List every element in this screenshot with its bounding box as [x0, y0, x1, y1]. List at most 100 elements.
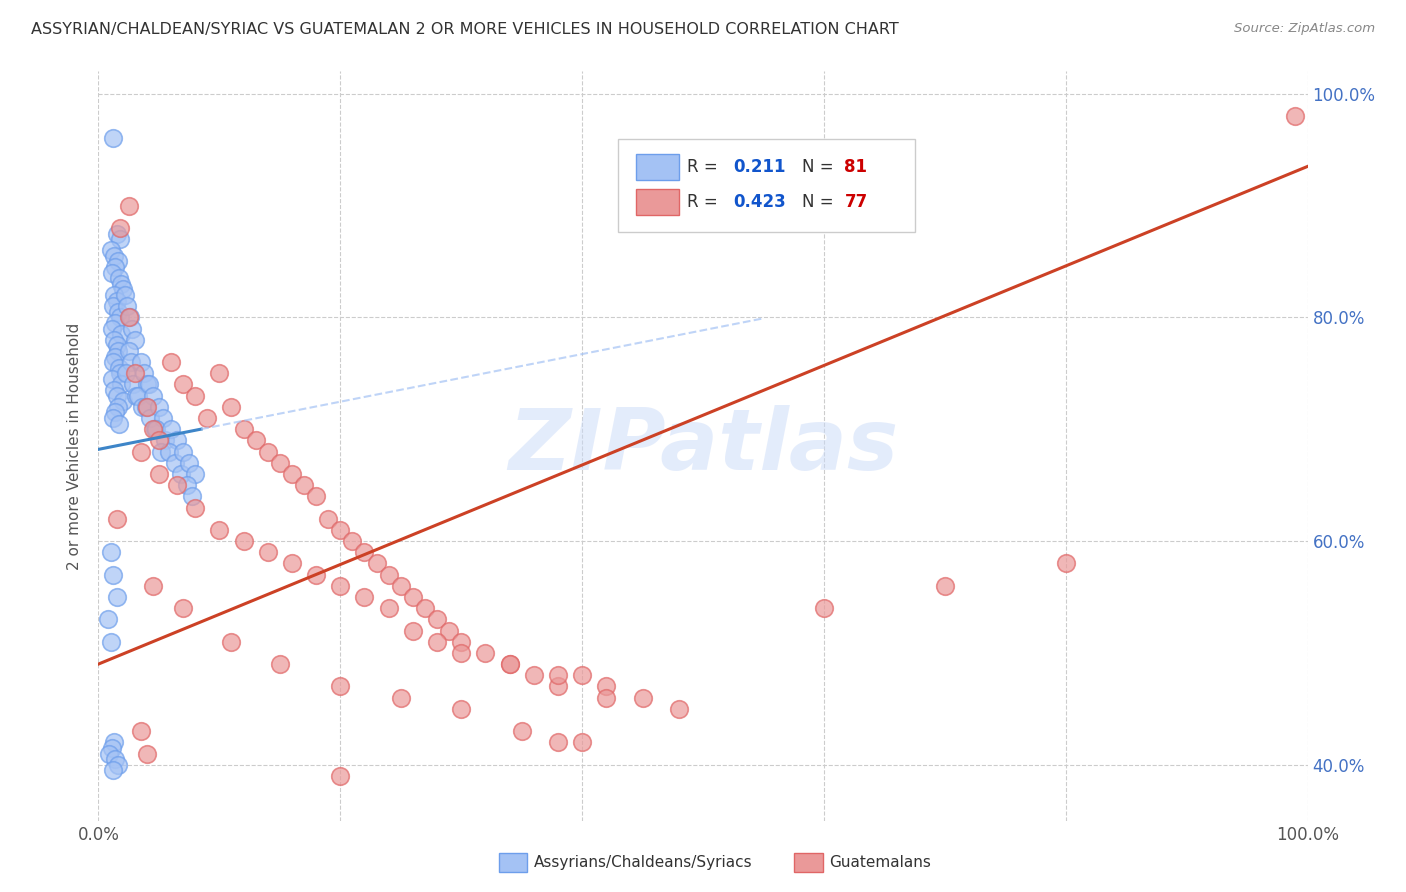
Point	[160, 422, 183, 436]
Point	[389, 690, 412, 705]
Point	[269, 657, 291, 671]
Point	[118, 198, 141, 212]
Point	[135, 400, 157, 414]
Point	[101, 411, 124, 425]
Point	[108, 221, 131, 235]
Point	[101, 299, 124, 313]
Point	[100, 321, 122, 335]
Point	[1284, 109, 1306, 123]
Point	[107, 305, 129, 319]
Point	[103, 333, 125, 347]
Point	[103, 735, 125, 749]
FancyBboxPatch shape	[637, 153, 679, 180]
Point	[232, 422, 254, 436]
Point	[143, 422, 166, 436]
Point	[160, 355, 183, 369]
Point	[127, 389, 149, 403]
Point	[474, 646, 496, 660]
Point	[163, 456, 186, 470]
Point	[153, 434, 176, 448]
Point	[547, 735, 569, 749]
Point	[145, 422, 167, 436]
Point	[176, 478, 198, 492]
Point	[329, 769, 352, 783]
Point	[142, 422, 165, 436]
Point	[108, 360, 131, 375]
Point	[101, 355, 124, 369]
Text: 0.211: 0.211	[734, 158, 786, 177]
Point	[107, 254, 129, 268]
Point	[142, 389, 165, 403]
Point	[256, 444, 278, 458]
Point	[101, 567, 124, 582]
Point	[138, 377, 160, 392]
Point	[129, 355, 152, 369]
Point	[329, 579, 352, 593]
Point	[172, 601, 194, 615]
Point	[108, 310, 131, 325]
Point	[377, 601, 399, 615]
Point	[104, 316, 127, 330]
Point	[1054, 557, 1077, 571]
Point	[100, 634, 122, 648]
Point	[129, 444, 152, 458]
Point	[934, 579, 956, 593]
Point	[124, 367, 146, 381]
Point	[292, 478, 315, 492]
Point	[101, 131, 124, 145]
Point	[107, 343, 129, 358]
Point	[329, 523, 352, 537]
Point	[111, 394, 134, 409]
Point	[139, 411, 162, 425]
Text: Source: ZipAtlas.com: Source: ZipAtlas.com	[1234, 22, 1375, 36]
FancyBboxPatch shape	[619, 139, 915, 233]
Point	[134, 367, 156, 381]
Point	[120, 355, 142, 369]
Point	[104, 350, 127, 364]
Point	[107, 757, 129, 772]
Text: 77: 77	[845, 194, 868, 211]
Point	[402, 590, 425, 604]
Point	[100, 266, 122, 280]
Point	[122, 377, 145, 392]
Point	[135, 377, 157, 392]
Text: ZIPatlas: ZIPatlas	[508, 404, 898, 488]
Point	[118, 310, 141, 325]
Point	[523, 668, 546, 682]
Point	[124, 333, 146, 347]
Point	[108, 417, 131, 431]
Point	[232, 534, 254, 549]
Point	[269, 456, 291, 470]
Point	[104, 752, 127, 766]
Text: ASSYRIAN/CHALDEAN/SYRIAC VS GUATEMALAN 2 OR MORE VEHICLES IN HOUSEHOLD CORRELATI: ASSYRIAN/CHALDEAN/SYRIAC VS GUATEMALAN 2…	[31, 22, 898, 37]
Point	[510, 724, 533, 739]
Point	[152, 411, 174, 425]
Point	[148, 434, 170, 448]
Point	[100, 372, 122, 386]
Point	[281, 467, 304, 481]
Text: 0.423: 0.423	[734, 194, 786, 211]
Point	[105, 511, 128, 525]
Point	[97, 612, 120, 626]
Point	[157, 444, 180, 458]
Point	[668, 702, 690, 716]
Point	[98, 747, 121, 761]
Point	[413, 601, 436, 615]
Point	[221, 400, 243, 414]
Point	[305, 489, 328, 503]
Point	[105, 293, 128, 308]
Point	[100, 741, 122, 756]
Y-axis label: 2 or more Vehicles in Household: 2 or more Vehicles in Household	[67, 322, 83, 570]
Point	[547, 668, 569, 682]
Point	[103, 288, 125, 302]
Point	[101, 764, 124, 778]
Point	[195, 411, 218, 425]
Point	[571, 668, 593, 682]
Text: R =: R =	[688, 158, 723, 177]
Point	[148, 467, 170, 481]
Point	[389, 579, 412, 593]
Point	[208, 523, 231, 537]
Text: N =: N =	[803, 158, 839, 177]
Point	[135, 747, 157, 761]
Point	[150, 444, 173, 458]
